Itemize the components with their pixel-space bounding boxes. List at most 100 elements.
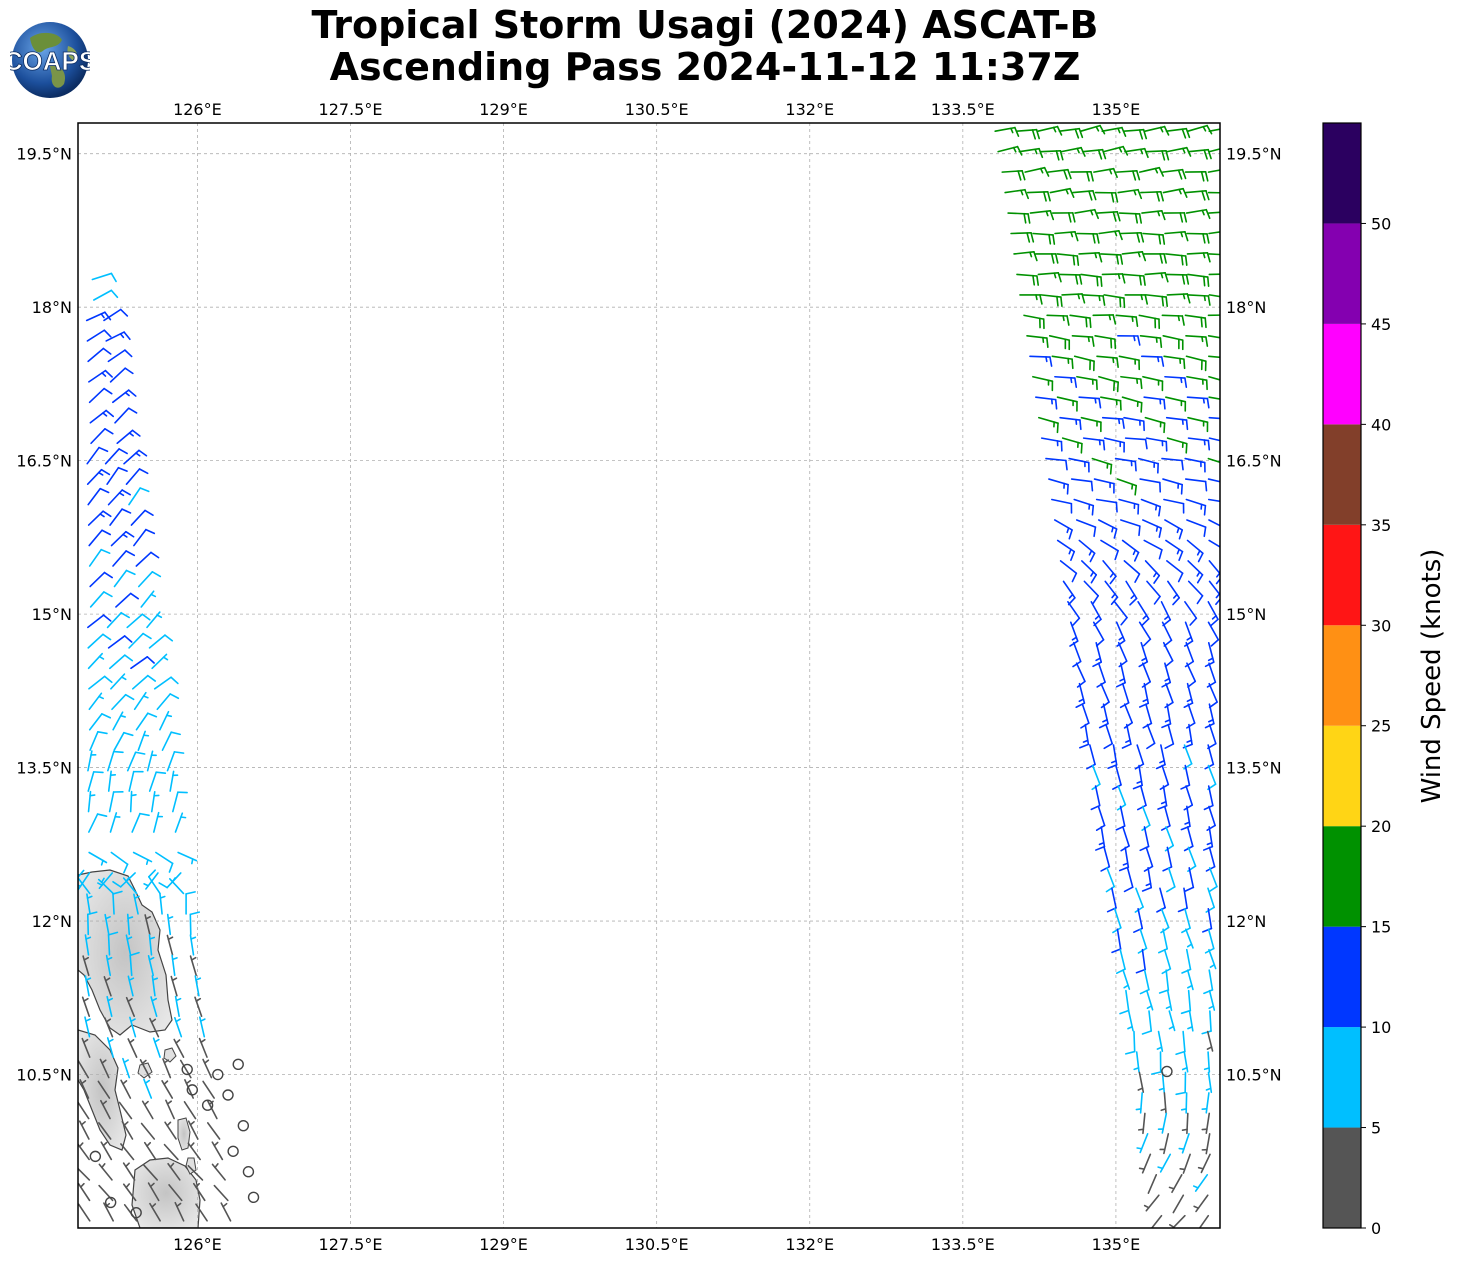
wind-barb (1107, 744, 1118, 770)
wind-barb (1184, 457, 1206, 473)
wind-barb (1061, 437, 1083, 454)
wind-barb (1080, 416, 1102, 433)
calm-wind-marker (130, 1206, 142, 1219)
wind-barb (122, 1183, 137, 1202)
wind-barb (1178, 1133, 1190, 1154)
gridlines (78, 123, 1220, 1228)
wind-barb (93, 289, 119, 301)
wind-barb (109, 508, 132, 526)
wind-barb (1158, 928, 1169, 954)
wind-barb (86, 893, 93, 915)
wind-barb (1164, 375, 1188, 388)
wind-barb (1142, 375, 1164, 392)
wind-barb (128, 770, 144, 792)
wind-barb (159, 710, 173, 731)
wind-barb (1207, 601, 1219, 627)
wind-barb (1023, 314, 1045, 330)
wind-barb (1184, 601, 1198, 626)
colorbar-bin (1323, 826, 1361, 927)
wind-barb (1207, 621, 1220, 647)
wind-barb (1019, 294, 1043, 305)
wind-barb (1203, 969, 1214, 995)
wind-barb (189, 934, 197, 956)
wind-barb (131, 674, 157, 690)
wind-barb (1180, 764, 1191, 790)
calm-wind-marker (201, 1099, 214, 1111)
wind-barb (1029, 355, 1053, 367)
wind-barb (1187, 437, 1211, 451)
wind-barb (1163, 355, 1186, 370)
wind-barb (1146, 580, 1161, 605)
wind-barb (103, 1202, 115, 1222)
wind-barb (1184, 641, 1195, 668)
wind-barb (1150, 1214, 1163, 1228)
wind-barb (1164, 519, 1184, 540)
wind-barb (1142, 519, 1162, 538)
wind-barb (1098, 519, 1118, 539)
wind-barb (87, 750, 97, 772)
wind-barb (1205, 1071, 1213, 1094)
wind-barb (148, 934, 156, 956)
calm-wind-marker (89, 1150, 102, 1163)
colorbar-tick-label: 10 (1371, 1018, 1391, 1037)
wind-barb (1117, 188, 1143, 200)
wind-barb (84, 934, 92, 956)
wind-barb (1074, 208, 1100, 220)
wind-barb (85, 311, 112, 322)
wind-barb (1116, 785, 1127, 811)
wind-barb (1166, 437, 1188, 454)
wind-barb (106, 611, 130, 629)
wind-barb (1078, 539, 1096, 563)
wind-barb (140, 590, 157, 608)
wind-barb (1163, 212, 1188, 223)
wind-barb (1072, 189, 1097, 201)
wind-barb (1101, 126, 1127, 137)
wind-barb (1164, 723, 1175, 749)
wind-barb (1070, 171, 1094, 182)
wind-barb (78, 1142, 90, 1161)
wind-barb (149, 1017, 160, 1038)
wind-barb (143, 1164, 159, 1181)
wind-barb (167, 1162, 181, 1181)
wind-barb (111, 693, 135, 711)
wind-barb (1208, 355, 1220, 359)
lon-tick-label-bottom: 132°E (785, 1235, 834, 1254)
wind-barb (129, 1016, 137, 1038)
wind-barb (1183, 785, 1194, 811)
wind-barb (1076, 375, 1098, 391)
wind-barb (131, 812, 150, 833)
wind-barb (1187, 294, 1211, 306)
wind-barb (172, 791, 188, 813)
wind-barb (106, 466, 128, 485)
wind-barb (1054, 375, 1078, 388)
wind-barb (103, 308, 129, 322)
wind-barb (1165, 539, 1184, 562)
wind-barb (220, 1202, 232, 1222)
wind-barb (202, 1058, 213, 1079)
wind-barb (1175, 1030, 1186, 1056)
wind-barb (1165, 396, 1187, 412)
wind-barb (1115, 662, 1126, 688)
wind-barb (1118, 355, 1141, 371)
wind-barb (1142, 232, 1166, 245)
wind-barb (1207, 498, 1220, 503)
wind-barb (135, 551, 160, 567)
wind-barb (1141, 1010, 1153, 1035)
wind-barb (1045, 457, 1068, 471)
wind-barb (1146, 723, 1156, 750)
lon-tick-label-top: 130.5°E (625, 100, 689, 119)
wind-barb (1080, 124, 1106, 135)
wind-barb (1147, 1173, 1158, 1194)
wind-barb (88, 529, 112, 547)
wind-barb (1102, 560, 1117, 585)
wind-barb (1187, 1010, 1194, 1032)
wind-barb (1138, 166, 1164, 177)
wind-barb (211, 1163, 226, 1181)
wind-barb (88, 548, 111, 567)
wind-barb (125, 934, 133, 956)
wind-barb (106, 995, 114, 1018)
wind-barb (1166, 867, 1176, 893)
wind-barb (1164, 826, 1175, 852)
wind-barb (1186, 396, 1210, 409)
